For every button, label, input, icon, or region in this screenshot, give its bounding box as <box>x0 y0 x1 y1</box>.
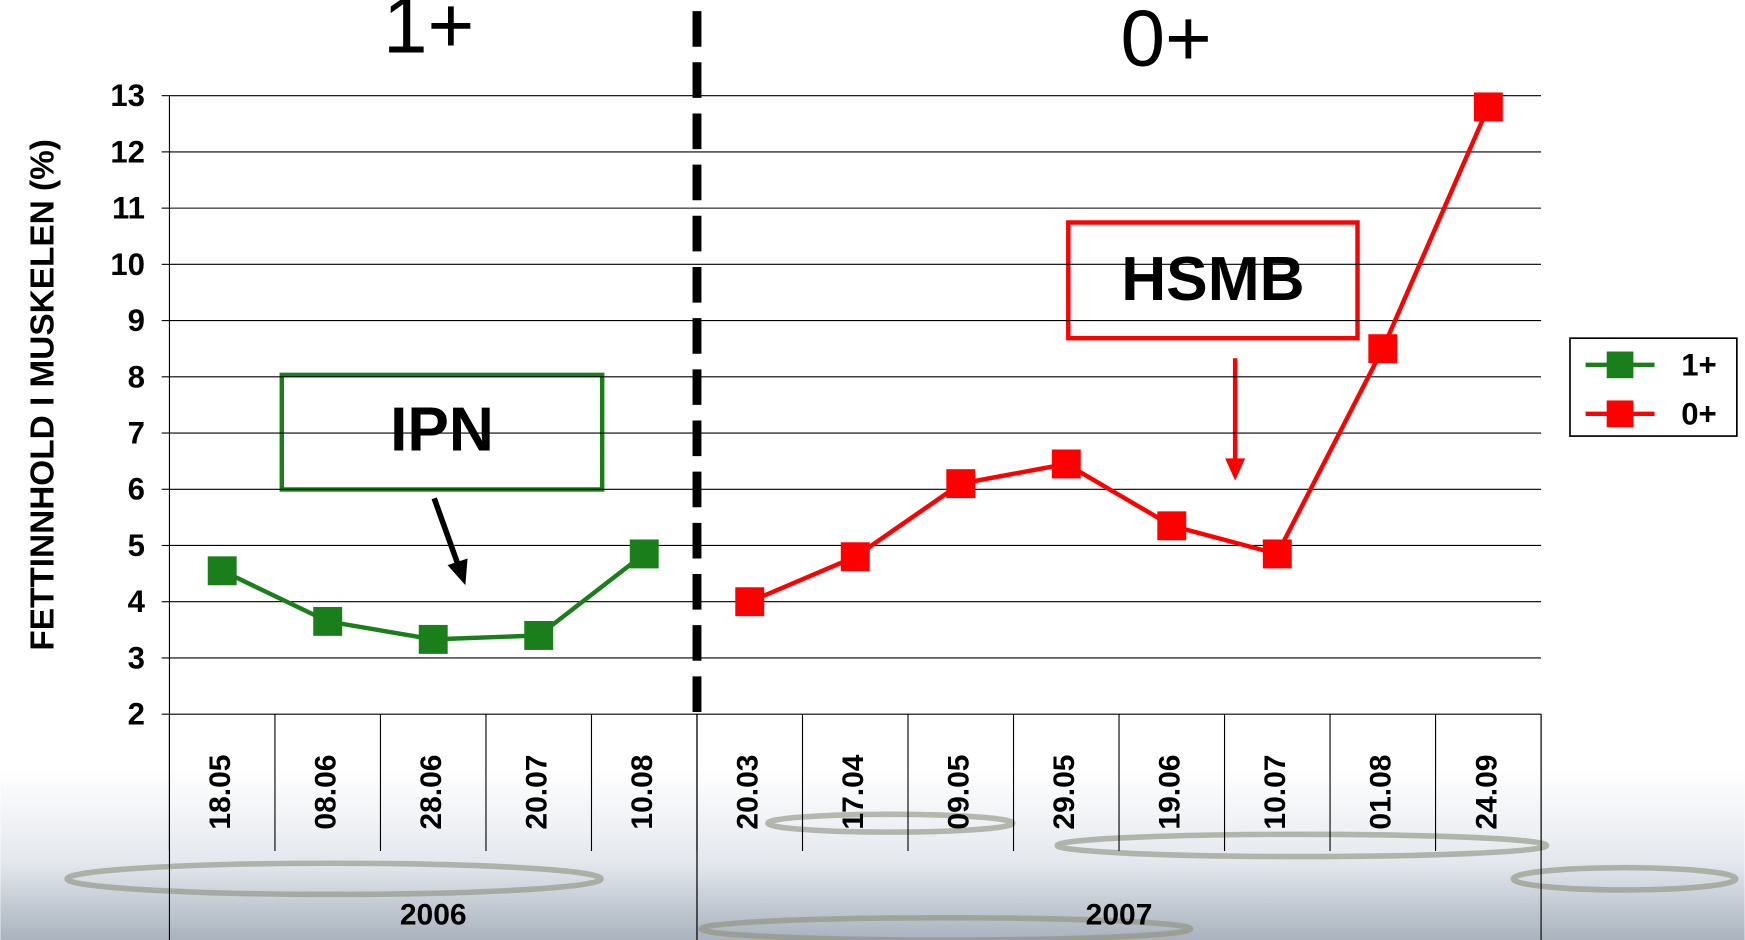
marker <box>1474 92 1503 121</box>
y-tick-label: 4 <box>128 584 146 619</box>
annotation: IPN <box>390 395 494 464</box>
y-tick-label: 2 <box>128 697 145 732</box>
x-tick-label: 24.09 <box>1470 754 1503 829</box>
group-label: 2007 <box>1086 899 1153 932</box>
y-tick-label: 6 <box>128 472 145 507</box>
annotation: HSMB <box>1121 245 1304 314</box>
annotation-arrow <box>434 498 460 569</box>
marker <box>208 556 237 585</box>
x-tick-label: 20.07 <box>521 754 554 829</box>
legend-marker <box>1607 400 1634 427</box>
arrowhead <box>1225 458 1245 480</box>
y-axis-label: FETTINNHOLD I MUSKELEN (%) <box>25 139 62 650</box>
marker <box>524 621 553 650</box>
marker <box>419 625 448 654</box>
marker <box>1263 539 1292 568</box>
x-tick-label: 20.03 <box>732 754 765 829</box>
marker <box>1052 450 1081 479</box>
x-tick-label: 10.08 <box>626 754 659 829</box>
marker <box>1157 511 1186 540</box>
y-tick-label: 11 <box>112 191 145 226</box>
x-tick-label: 08.06 <box>310 754 343 829</box>
group-label: 2006 <box>400 899 467 932</box>
marker <box>841 542 870 571</box>
arrowhead <box>448 558 468 585</box>
y-tick-label: 3 <box>128 640 145 675</box>
x-tick-label: 18.05 <box>204 754 237 829</box>
legend-label: 1+ <box>1681 347 1717 382</box>
y-tick-label: 9 <box>128 303 145 338</box>
section-label: 1+ <box>383 0 474 69</box>
x-tick-label: 01.08 <box>1365 754 1398 829</box>
page: {"chart_data": {"type": "line", "y_label… <box>0 0 1745 940</box>
x-tick-label: 29.05 <box>1048 754 1081 829</box>
section-label: 0+ <box>1121 0 1212 83</box>
marker <box>313 607 342 636</box>
y-tick-label: 13 <box>110 78 145 113</box>
x-tick-label: 10.07 <box>1259 754 1292 829</box>
y-tick-label: 8 <box>128 359 145 394</box>
legend-marker <box>1607 352 1634 379</box>
marker <box>630 539 659 568</box>
marker <box>1368 334 1397 363</box>
x-tick-label: 09.05 <box>943 754 976 829</box>
x-tick-label: 17.04 <box>837 754 870 829</box>
x-tick-label: 19.06 <box>1154 754 1187 829</box>
y-tick-label: 10 <box>110 247 145 282</box>
legend-label: 0+ <box>1681 396 1717 431</box>
chart: FETTINNHOLD I MUSKELEN (%) 1+ 0+ IPN HSM… <box>0 0 1745 940</box>
y-tick-label: 7 <box>128 415 145 450</box>
marker <box>735 587 764 616</box>
y-tick-label: 12 <box>110 134 145 169</box>
y-tick-label: 5 <box>128 528 145 563</box>
marker <box>946 469 975 498</box>
x-tick-label: 28.06 <box>415 754 448 829</box>
